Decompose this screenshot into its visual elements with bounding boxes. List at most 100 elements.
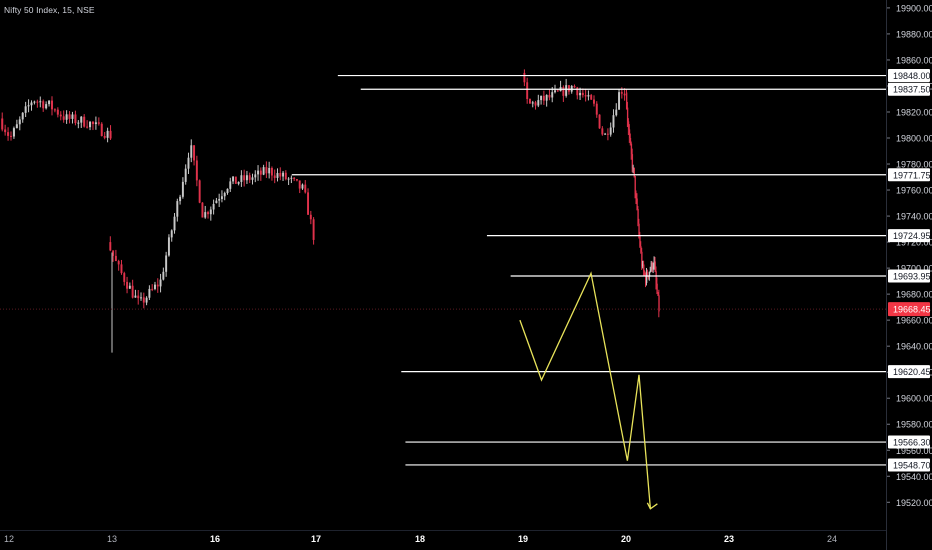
candle-body bbox=[545, 94, 548, 101]
candle-body bbox=[112, 250, 115, 256]
candle-body bbox=[273, 175, 276, 178]
candle-body bbox=[184, 168, 187, 182]
candle-body bbox=[15, 124, 18, 129]
candle-body bbox=[606, 133, 609, 135]
price-tick-label: 19720.00 bbox=[896, 238, 932, 248]
candle-body bbox=[83, 116, 86, 127]
candle-body bbox=[652, 266, 654, 270]
level-price-label: 19548.70 bbox=[893, 460, 931, 470]
candle-body bbox=[638, 223, 640, 236]
candle-body bbox=[212, 203, 215, 210]
candle-body bbox=[276, 172, 279, 178]
candle-body bbox=[609, 127, 612, 135]
candle-body bbox=[12, 128, 15, 137]
candle-body bbox=[632, 167, 635, 169]
candle-body bbox=[91, 121, 94, 125]
candle-body bbox=[312, 219, 315, 240]
candle-body bbox=[295, 179, 298, 181]
price-tick-label: 19700.00 bbox=[896, 264, 932, 274]
candle-body bbox=[282, 172, 285, 177]
level-price-label: 19693.95 bbox=[893, 271, 931, 281]
price-tick-label: 19560.00 bbox=[896, 446, 932, 456]
candle-body bbox=[42, 101, 45, 109]
level-price-tag bbox=[888, 269, 930, 283]
candle-body bbox=[604, 133, 607, 135]
candle-body bbox=[215, 200, 218, 204]
candle-body bbox=[198, 180, 201, 203]
candle-body bbox=[627, 107, 629, 122]
level-price-tag bbox=[888, 435, 930, 449]
candle-body bbox=[240, 175, 243, 182]
candle-body bbox=[649, 269, 652, 273]
candle-body bbox=[623, 93, 626, 96]
time-tick-label: 23 bbox=[724, 534, 734, 544]
candle-body bbox=[167, 237, 170, 256]
candle-body bbox=[542, 95, 545, 101]
candle-body bbox=[523, 72, 526, 83]
candle-body bbox=[293, 177, 296, 180]
candle-body bbox=[587, 95, 590, 97]
candle-body bbox=[634, 175, 636, 195]
candle-body bbox=[531, 102, 534, 104]
candle-body bbox=[162, 271, 165, 280]
candle-body bbox=[65, 114, 68, 120]
candle-body bbox=[655, 271, 657, 284]
candle-body bbox=[74, 114, 77, 124]
time-axis-border bbox=[0, 530, 886, 531]
level-price-label: 19566.30 bbox=[893, 438, 931, 448]
candle-body bbox=[234, 176, 237, 184]
candle-body bbox=[245, 175, 248, 181]
candle-body bbox=[24, 106, 27, 113]
candle-body bbox=[137, 295, 140, 299]
candle-body bbox=[579, 92, 582, 96]
price-tick-label: 19600.00 bbox=[896, 394, 932, 404]
candle-body bbox=[639, 235, 641, 247]
price-tick-label: 19680.00 bbox=[896, 290, 932, 300]
time-tick-label: 18 bbox=[415, 534, 425, 544]
time-tick-label: 16 bbox=[210, 534, 220, 544]
candle-body bbox=[237, 181, 240, 184]
candle-body bbox=[80, 116, 83, 123]
candle-body bbox=[1, 118, 4, 130]
candle-body bbox=[654, 261, 656, 272]
candle-body bbox=[123, 273, 126, 282]
projection-path[interactable] bbox=[519, 271, 652, 509]
level-price-tag bbox=[888, 458, 930, 472]
candle-body bbox=[304, 184, 307, 193]
candle-body bbox=[248, 175, 251, 180]
candle-body bbox=[629, 137, 632, 144]
price-tick-label: 19740.00 bbox=[896, 212, 932, 222]
candle-body bbox=[307, 192, 310, 215]
candle-body bbox=[590, 95, 593, 100]
candle-body bbox=[284, 172, 287, 180]
candle-body bbox=[103, 135, 106, 138]
candle-body bbox=[181, 181, 184, 197]
candle-body bbox=[548, 94, 551, 98]
candle-body bbox=[145, 297, 148, 303]
candle-body bbox=[45, 104, 48, 109]
candle-body bbox=[204, 212, 207, 218]
projection-arrowhead bbox=[646, 502, 658, 510]
candle-body bbox=[644, 271, 646, 275]
candle-body bbox=[648, 272, 651, 277]
candle-body bbox=[131, 285, 134, 298]
candle-body bbox=[581, 92, 584, 96]
candle-body bbox=[33, 101, 36, 103]
level-price-label: 19848.00 bbox=[893, 71, 931, 81]
price-tick-label: 19820.00 bbox=[896, 107, 932, 117]
candle-body bbox=[21, 112, 24, 120]
level-price-tag bbox=[888, 365, 930, 379]
level-price-label: 19620.45 bbox=[893, 367, 931, 377]
price-tick-label: 19640.00 bbox=[896, 342, 932, 352]
candle-body bbox=[551, 92, 554, 98]
candle-body bbox=[290, 177, 293, 179]
candle-body bbox=[226, 188, 229, 194]
candle-body bbox=[620, 92, 623, 94]
candle-body bbox=[648, 276, 650, 278]
candle-body bbox=[148, 288, 151, 298]
candle-body bbox=[628, 129, 631, 138]
candle-body bbox=[526, 82, 529, 100]
candle-body bbox=[126, 281, 129, 289]
